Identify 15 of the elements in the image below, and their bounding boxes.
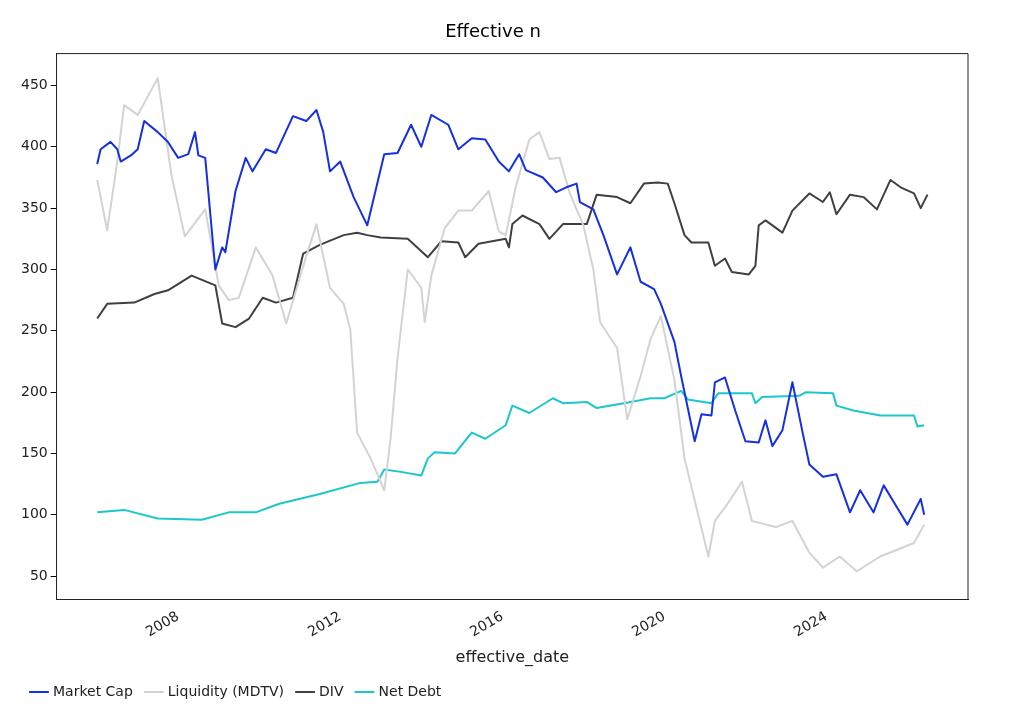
legend-label: Net Debt [378, 682, 442, 699]
legend-label: DIV [319, 682, 344, 699]
y-tick-label: 400 [20, 137, 48, 154]
y-tick-label: 350 [20, 198, 48, 215]
y-tick-label: 50 [29, 566, 48, 583]
y-tick-label: 450 [20, 76, 48, 93]
y-tick-label: 300 [20, 260, 48, 277]
x-axis-title: effective_date [455, 646, 570, 667]
y-tick-label: 100 [20, 505, 48, 522]
y-tick-label: 250 [20, 321, 48, 338]
y-tick-label: 150 [20, 444, 48, 461]
legend-label: Market Cap [53, 682, 133, 699]
legend-label: Liquidity (MDTV) [167, 682, 285, 699]
y-tick-label: 200 [20, 382, 48, 399]
chart-title: Effective n [445, 20, 541, 42]
